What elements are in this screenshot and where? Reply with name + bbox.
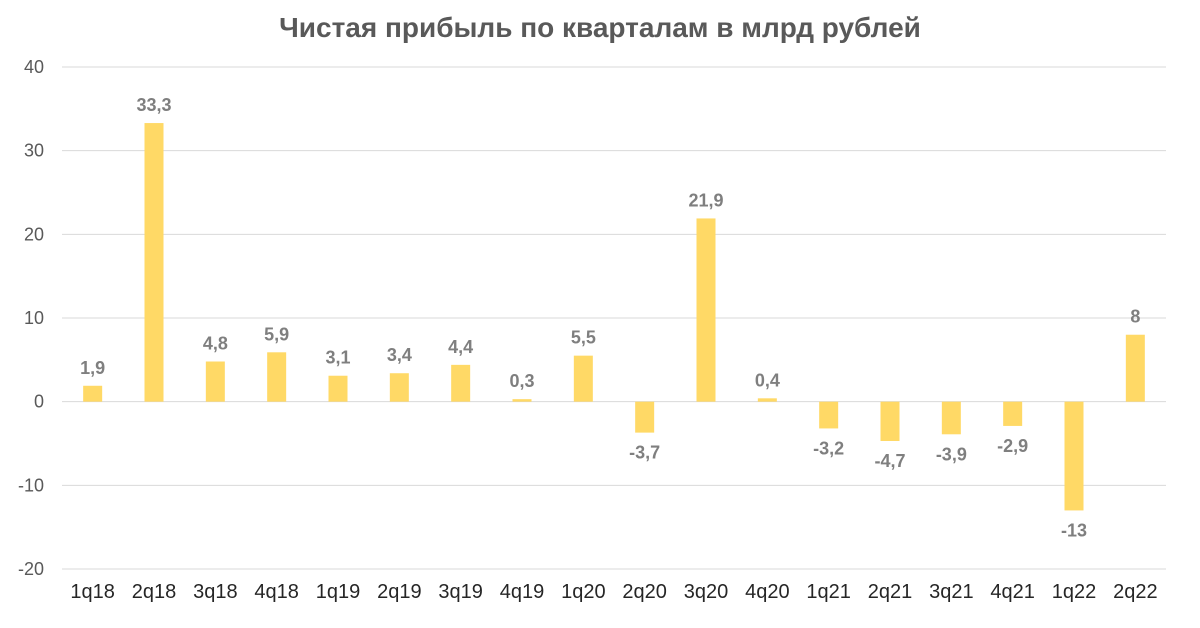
data-label: 5,5 <box>571 328 596 348</box>
x-tick-label: 4q21 <box>990 581 1035 603</box>
data-label: 3,4 <box>387 345 412 365</box>
data-label: 3,1 <box>325 348 350 368</box>
x-tick-label: 1q19 <box>316 581 361 603</box>
bar <box>205 361 225 402</box>
x-tick-label: 3q18 <box>193 581 238 603</box>
data-labels: 1,9 33,3 4,8 5,9 3,1 3,4 4,4 0,3 5,5 -3,7 21,9 0,4 -… <box>80 95 1140 540</box>
y-tick-label: 0 <box>34 392 44 412</box>
x-tick-label: 2q18 <box>132 581 177 603</box>
data-label: 33,3 <box>136 95 171 115</box>
bar <box>757 398 777 402</box>
bars <box>83 123 1145 511</box>
bar <box>451 364 471 402</box>
gridlines <box>62 66 1166 570</box>
y-tick-label: 40 <box>24 57 44 77</box>
y-tick-label: -20 <box>18 559 44 579</box>
x-tick-label: 2q19 <box>377 581 422 603</box>
x-tick-label: 1q22 <box>1052 581 1097 603</box>
x-tick-label: 2q20 <box>622 581 667 603</box>
data-label: -4,7 <box>874 451 905 471</box>
data-label: 21,9 <box>688 190 723 210</box>
x-tick-label: 4q20 <box>745 581 790 603</box>
bar <box>1003 401 1023 426</box>
bar <box>144 123 164 402</box>
x-tick-label: 3q19 <box>438 581 483 603</box>
x-tick-label: 4q18 <box>254 581 299 603</box>
chart-title: Чистая прибыль по кварталам в млрд рубле… <box>279 12 921 43</box>
data-label: 5,9 <box>264 324 289 344</box>
bar <box>880 401 900 441</box>
bar <box>1125 334 1145 402</box>
bar <box>512 399 532 402</box>
data-label: -3,7 <box>629 443 660 463</box>
data-label: -3,2 <box>813 438 844 458</box>
x-tick-label: 3q21 <box>929 581 974 603</box>
x-tick-label: 2q22 <box>1113 581 1158 603</box>
x-tick-label: 3q20 <box>684 581 729 603</box>
y-tick-label: -10 <box>18 475 44 495</box>
data-label: 1,9 <box>80 358 105 378</box>
data-label: 0,3 <box>509 371 534 391</box>
bar <box>941 401 961 435</box>
bar <box>696 218 716 402</box>
data-label: -13 <box>1061 520 1087 540</box>
bar <box>635 401 655 433</box>
data-label: 8 <box>1130 307 1140 327</box>
y-tick-label: 20 <box>24 224 44 244</box>
data-label: -3,9 <box>936 444 967 464</box>
bar <box>819 401 839 429</box>
bar <box>267 352 287 402</box>
data-label: 0,4 <box>755 370 780 390</box>
data-label: -2,9 <box>997 436 1028 456</box>
x-tick-label: 1q20 <box>561 581 606 603</box>
bar <box>328 375 348 402</box>
x-tick-label: 2q21 <box>868 581 913 603</box>
bar <box>573 355 593 402</box>
bar <box>389 373 409 402</box>
x-tick-label: 1q18 <box>70 581 115 603</box>
data-label: 4,4 <box>448 337 473 357</box>
data-label: 4,8 <box>203 334 228 354</box>
x-axis-ticks: 1q18 2q18 3q18 4q18 1q19 2q19 3q19 4q19 1q20 2q20… <box>70 581 1157 603</box>
y-tick-label: 30 <box>24 141 44 161</box>
bar <box>83 385 103 402</box>
y-tick-label: 10 <box>24 308 44 328</box>
x-tick-label: 1q21 <box>806 581 851 603</box>
y-axis-ticks: 40 30 20 10 0 -10 -20 <box>18 57 44 579</box>
x-tick-label: 4q19 <box>500 581 545 603</box>
bar <box>1064 401 1084 511</box>
